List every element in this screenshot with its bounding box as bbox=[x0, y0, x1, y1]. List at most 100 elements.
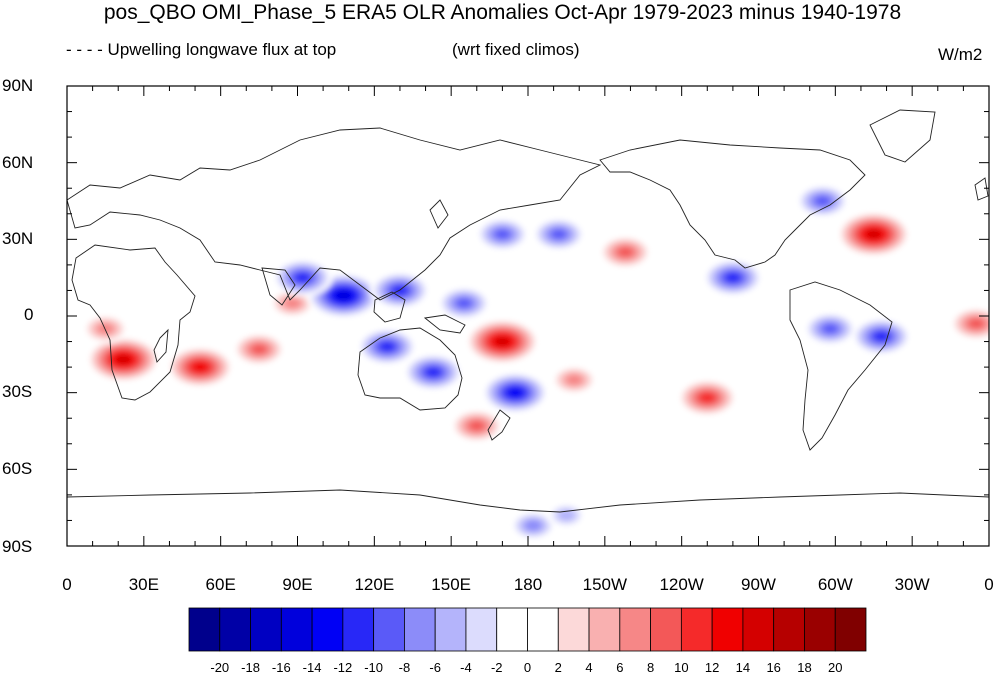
colorbar-label: 12 bbox=[704, 660, 720, 675]
colorbar-swatch bbox=[804, 607, 836, 652]
lat-label-30n: 30N bbox=[2, 229, 34, 248]
coast-eurasia bbox=[67, 127, 602, 301]
colorbar-swatch bbox=[373, 607, 405, 652]
lon-label: 60E bbox=[205, 575, 236, 594]
colorbar bbox=[188, 607, 867, 652]
colorbar-label: 16 bbox=[766, 660, 781, 675]
coast-india bbox=[261, 267, 296, 306]
coast-nz bbox=[487, 409, 511, 441]
map-frame bbox=[66, 85, 990, 547]
variable-subtitle: - - - - Upwelling longwave flux at top bbox=[66, 40, 337, 59]
colorbar-swatch bbox=[434, 607, 467, 652]
colorbar-swatch bbox=[711, 607, 744, 652]
coast-japan bbox=[429, 199, 449, 229]
anomaly-contour bbox=[725, 273, 740, 283]
lon-label: 90W bbox=[741, 575, 776, 594]
units-label: W/m2 bbox=[938, 45, 983, 64]
colorbar-label: 8 bbox=[646, 660, 655, 675]
colorbar-swatch bbox=[742, 607, 775, 652]
lat-label-60s: 60S bbox=[2, 459, 33, 478]
lat-label-eq: 0 bbox=[24, 305, 34, 324]
map-title: pos_QBO OMI_Phase_5 ERA5 OLR Anomalies O… bbox=[103, 1, 902, 24]
coast-south-america bbox=[789, 281, 893, 451]
colorbar-label: -16 bbox=[271, 660, 291, 675]
anomaly-contour bbox=[193, 362, 207, 372]
colorbar-swatch bbox=[280, 607, 313, 652]
lat-label-90s: 90S bbox=[2, 537, 33, 556]
coast-uk bbox=[974, 177, 989, 201]
anomaly-contour bbox=[337, 291, 351, 300]
anomaly-contour bbox=[968, 319, 984, 329]
colorbar-label: -4 bbox=[460, 660, 472, 675]
coast-new-guinea bbox=[423, 314, 466, 334]
colorbar-label: 0 bbox=[523, 660, 532, 675]
colorbar-label: 4 bbox=[585, 660, 593, 675]
anomaly-contour bbox=[495, 229, 510, 239]
colorbar-swatch bbox=[342, 607, 375, 652]
anomaly-contour bbox=[815, 196, 830, 206]
anomaly-contour bbox=[380, 342, 395, 352]
colorbar-swatch bbox=[527, 607, 559, 652]
colorbar-swatch bbox=[496, 607, 528, 652]
colorbar-swatch bbox=[250, 607, 282, 652]
anomaly-contour bbox=[426, 367, 441, 377]
colorbar-swatch bbox=[650, 607, 682, 652]
colorbar-swatch bbox=[465, 607, 498, 652]
lon-label: 0 bbox=[984, 575, 994, 594]
anomaly-contour bbox=[700, 393, 715, 403]
colorbar-swatch bbox=[588, 607, 621, 652]
colorbar-swatch bbox=[311, 607, 344, 652]
coast-north-america bbox=[599, 139, 866, 269]
anomaly-contour bbox=[874, 332, 889, 341]
map-background bbox=[67, 86, 989, 546]
lon-label: 0 bbox=[62, 575, 72, 594]
anomaly-contour bbox=[867, 230, 881, 239]
coast-africa bbox=[71, 244, 196, 401]
anomaly-contour bbox=[469, 421, 485, 431]
anomaly-contour bbox=[284, 298, 301, 309]
anomaly-contour bbox=[251, 344, 267, 354]
colorbar-label: -2 bbox=[490, 660, 503, 675]
colorbar-label: 6 bbox=[616, 660, 624, 675]
colorbar-label: 14 bbox=[735, 660, 751, 675]
lon-label: 120E bbox=[354, 575, 395, 594]
anomaly-contour bbox=[97, 323, 114, 334]
colorbar-label: -6 bbox=[429, 660, 441, 675]
colorbar-label: -18 bbox=[241, 660, 260, 675]
colorbar-swatch bbox=[834, 607, 867, 652]
colorbar-label: -20 bbox=[210, 660, 230, 675]
anomaly-contour bbox=[557, 509, 576, 521]
colorbar-label: -14 bbox=[302, 660, 322, 675]
lon-label: 60W bbox=[817, 575, 853, 594]
colorbar-label: -10 bbox=[364, 660, 384, 675]
anomaly-contour bbox=[295, 273, 310, 283]
lon-label: 30W bbox=[894, 575, 930, 594]
anomaly-contour bbox=[508, 388, 522, 397]
coast-borneo bbox=[373, 291, 406, 323]
colorbar-swatch bbox=[773, 607, 805, 652]
lat-label-90n: 90N bbox=[2, 76, 34, 95]
anomaly-contour bbox=[617, 247, 633, 257]
anomaly-contour bbox=[566, 374, 582, 385]
coast-australia bbox=[357, 327, 463, 411]
lon-label: 120W bbox=[659, 575, 704, 594]
anomaly-contour bbox=[525, 520, 541, 531]
coast-greenland bbox=[869, 109, 936, 163]
lon-label: 150W bbox=[582, 575, 628, 594]
lat-label-60n: 60N bbox=[2, 153, 34, 172]
coast-antarctica bbox=[67, 489, 989, 513]
coast-madagascar bbox=[153, 328, 169, 363]
colorbar-swatch bbox=[619, 607, 651, 652]
lon-label: 90E bbox=[282, 575, 313, 594]
colorbar-label: -12 bbox=[333, 660, 353, 675]
colorbar-label: -8 bbox=[398, 660, 411, 675]
anomaly-contour bbox=[551, 229, 567, 239]
colorbar-swatch bbox=[188, 607, 221, 652]
climo-subtitle: (wrt fixed climos) bbox=[452, 40, 580, 59]
colorbar-label: 18 bbox=[797, 660, 812, 675]
lon-label: 150E bbox=[431, 575, 472, 594]
anomaly-contour bbox=[456, 298, 472, 308]
colorbar-swatch bbox=[557, 607, 590, 652]
lon-label: 180 bbox=[513, 575, 543, 594]
